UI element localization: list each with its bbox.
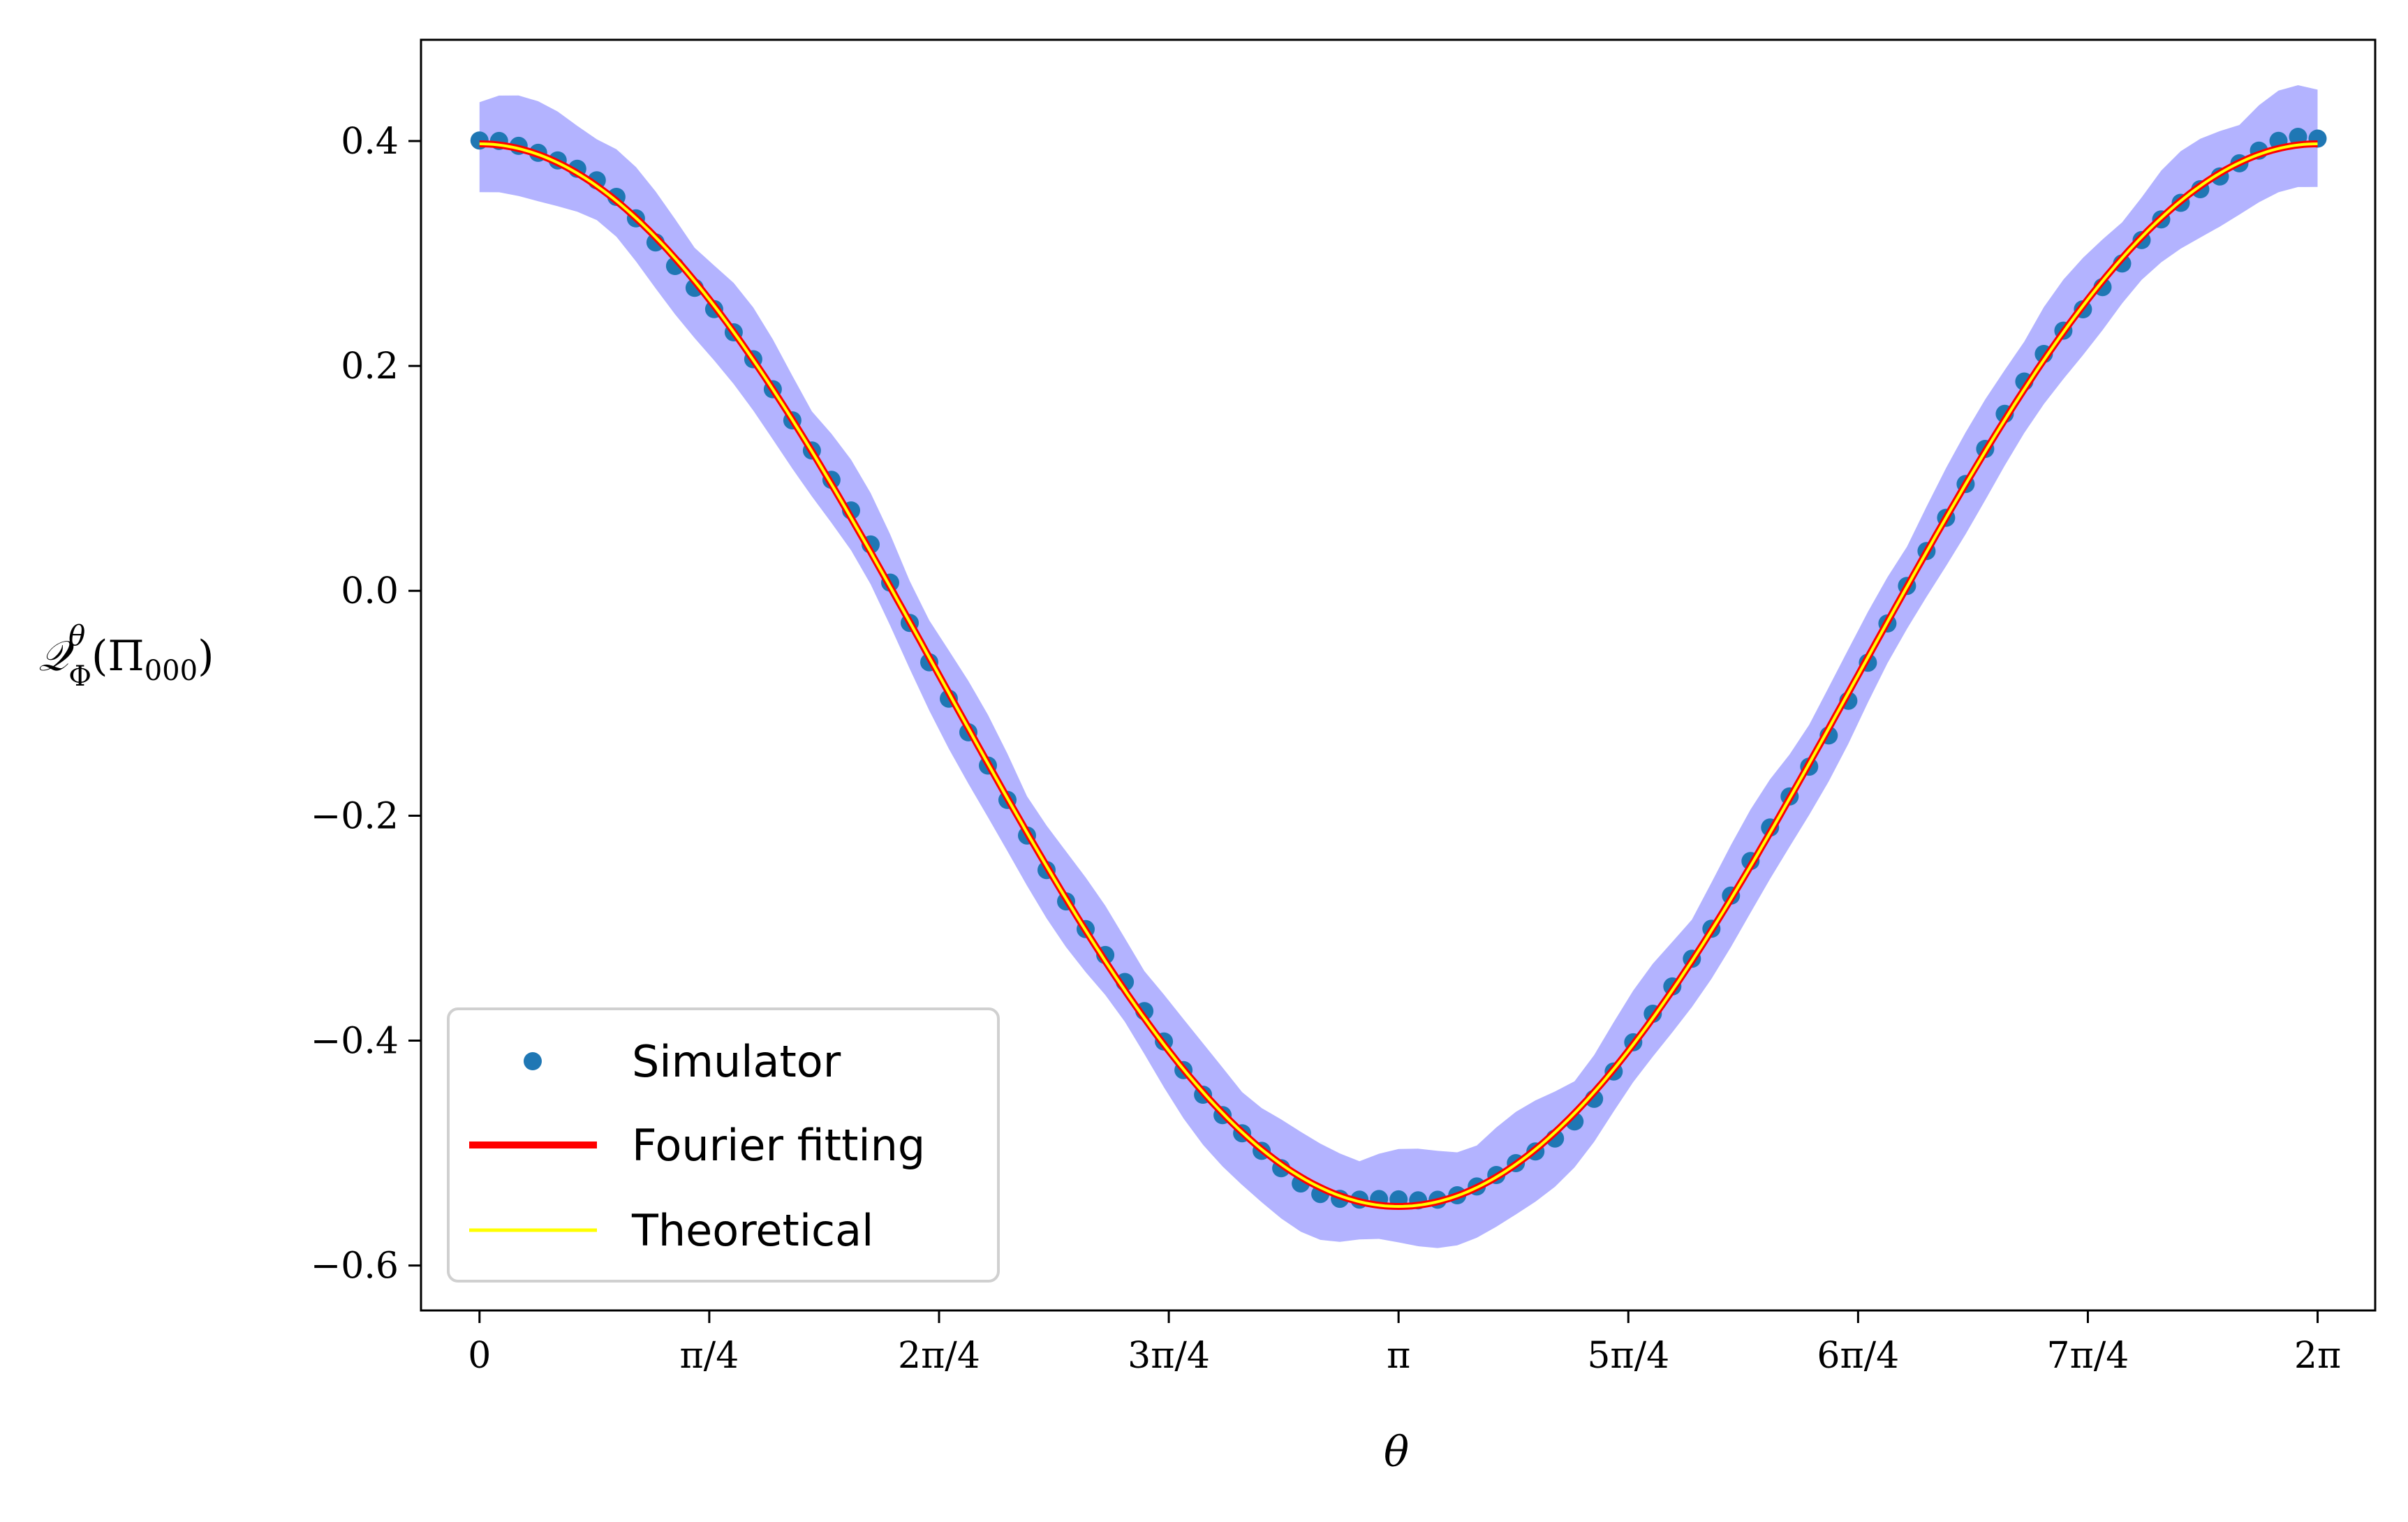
y-tick-label: −0.2 [311, 795, 399, 837]
legend-simulator-label: Simulator [632, 1036, 841, 1087]
x-tick-label: 6π/4 [1817, 1335, 1899, 1377]
legend-simulator-marker [524, 1052, 542, 1070]
x-tick-label: 3π/4 [1128, 1335, 1210, 1377]
legend-fourier-label: Fourier fitting [632, 1120, 925, 1171]
x-tick-label: 7π/4 [2047, 1335, 2129, 1377]
x-tick-label: π/4 [680, 1335, 739, 1377]
x-tick-label: 0 [468, 1335, 491, 1377]
y-tick-label: 0.2 [341, 346, 399, 387]
y-tick-label: −0.4 [311, 1020, 399, 1062]
y-axis-label-arg: (Π [91, 632, 145, 681]
y-tick-label: 0.0 [341, 570, 399, 612]
y-axis-label-arg-sub: 000 [145, 655, 198, 687]
legend-theoretical-label: Theoretical [631, 1205, 873, 1256]
x-tick-label: 5π/4 [1587, 1335, 1669, 1377]
x-axis-label: θ [1384, 1428, 1409, 1477]
theoretical-line [479, 142, 2318, 1208]
theoretical-path [479, 142, 2318, 1208]
y-tick-label: −0.6 [311, 1246, 399, 1287]
y-axis-label: 𝒬θ Φ(Π000) [38, 620, 214, 693]
x-tick-label: π [1387, 1335, 1410, 1377]
y-axis-label-close: ) [198, 632, 214, 681]
x-tick-label: 2π [2294, 1335, 2341, 1377]
legend-box [447, 1007, 1000, 1283]
legend: Simulator Fourier fitting Theoretical [447, 1007, 1000, 1283]
y-axis-label-sub: Φ [68, 660, 91, 693]
y-axis-ticks: 0.4 0.2 0.0 −0.2 −0.4 −0.6 [311, 121, 421, 1287]
y-axis-label-sup: θ [68, 620, 85, 652]
x-axis-ticks: 0 π/4 2π/4 3π/4 π 5π/4 6π/4 7π/4 2π [468, 1310, 2341, 1377]
y-tick-label: 0.4 [341, 121, 399, 163]
x-tick-label: 2π/4 [898, 1335, 980, 1377]
